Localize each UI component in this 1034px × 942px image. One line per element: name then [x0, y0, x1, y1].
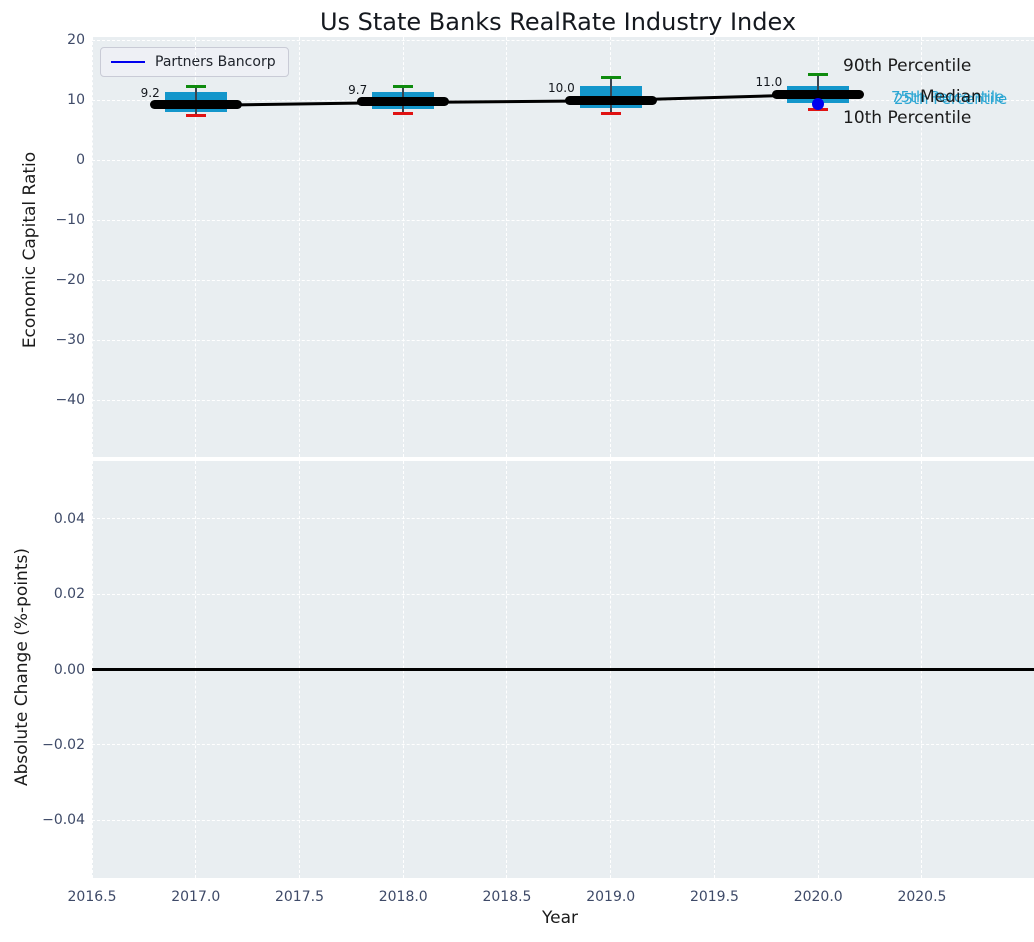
median-value-label: 11.0 — [755, 75, 783, 89]
x-tick-label: 2020.0 — [793, 889, 843, 905]
gridline-vertical — [402, 37, 404, 457]
x-tick-label: 2018.0 — [378, 889, 428, 905]
x-axis-label: Year — [542, 908, 578, 928]
x-tick-label: 2017.0 — [171, 889, 221, 905]
partners-bancorp-marker — [812, 98, 825, 111]
top-y-tick-label: 0 — [76, 152, 85, 168]
whisker-cap-90th — [185, 84, 206, 88]
median-segment — [149, 100, 242, 110]
whisker-cap-90th — [393, 85, 414, 89]
gridline-horizontal — [92, 159, 1034, 161]
top-y-tick-label: 20 — [67, 32, 85, 48]
top-axes-economic-capital-ratio — [92, 37, 1034, 457]
annotation-75th-percentile: 75th Percentile — [891, 88, 1005, 106]
gridline-vertical — [610, 37, 612, 457]
gridline-horizontal — [92, 279, 1034, 281]
x-tick-label: 2019.0 — [586, 889, 636, 905]
median-segment — [772, 89, 865, 99]
x-tick-label: 2019.5 — [689, 889, 739, 905]
gridline-vertical — [195, 37, 197, 457]
whisker-cap-90th — [808, 73, 829, 77]
gridline-horizontal — [92, 744, 1034, 746]
top-y-tick-label: −20 — [55, 272, 85, 288]
gridline-vertical — [298, 37, 300, 457]
gridline-horizontal — [92, 219, 1034, 221]
median-value-label: 9.2 — [140, 85, 160, 100]
top-y-axis-label: Economic Capital Ratio — [20, 151, 40, 349]
gridline-vertical — [921, 37, 923, 457]
annotation-median: Median — [920, 87, 982, 107]
bottom-y-tick-label: 0.04 — [53, 510, 85, 527]
whisker-cap-10th — [600, 112, 621, 116]
gridline-vertical — [713, 37, 715, 457]
annotation-90th-percentile: 90th Percentile — [843, 56, 972, 76]
zero-line — [92, 668, 1034, 671]
median-value-label: 10.0 — [548, 81, 575, 95]
median-value-label: 9.7 — [348, 82, 368, 97]
whisker-cap-90th — [600, 76, 621, 80]
bottom-y-axis-label: Absolute Change (%-points) — [12, 548, 32, 786]
top-y-tick-label: −30 — [55, 332, 85, 348]
top-y-tick-label: 10 — [67, 92, 85, 108]
gridline-horizontal — [92, 399, 1034, 401]
bottom-y-tick-label: 0.02 — [53, 586, 85, 603]
gridline-vertical — [506, 37, 508, 457]
annotation-10th-percentile: 10th Percentile — [843, 108, 972, 128]
x-tick-label: 2017.5 — [274, 889, 324, 905]
top-y-tick-label: −40 — [55, 392, 85, 408]
chart-title: Us State Banks RealRate Industry Index — [319, 8, 797, 36]
annotation-25th-percentile: 25th Percentile — [894, 90, 1008, 108]
gridline-horizontal — [92, 593, 1034, 595]
x-tick-label: 2016.5 — [67, 889, 117, 905]
gridline-vertical — [817, 37, 819, 457]
gridline-horizontal — [92, 518, 1034, 520]
partners-bancorp-line-swatch — [111, 61, 145, 63]
median-segment — [357, 97, 450, 107]
whisker-cap-10th — [185, 114, 206, 118]
gridline-horizontal — [92, 39, 1034, 41]
x-tick-label: 2018.5 — [482, 889, 532, 905]
top-y-tick-label: −10 — [55, 212, 85, 228]
gridline-horizontal — [92, 339, 1034, 341]
legend-label: Partners Bancorp — [155, 54, 276, 70]
median-segment — [564, 95, 657, 105]
gridline-vertical — [91, 37, 93, 457]
bottom-y-tick-label: −0.04 — [42, 812, 85, 829]
x-tick-label: 2020.5 — [897, 889, 947, 905]
bottom-y-tick-label: 0.00 — [53, 661, 85, 678]
legend: Partners Bancorp — [100, 47, 289, 77]
whisker-cap-10th — [393, 112, 414, 116]
gridline-horizontal — [92, 819, 1034, 821]
bottom-y-tick-label: −0.02 — [42, 736, 85, 753]
